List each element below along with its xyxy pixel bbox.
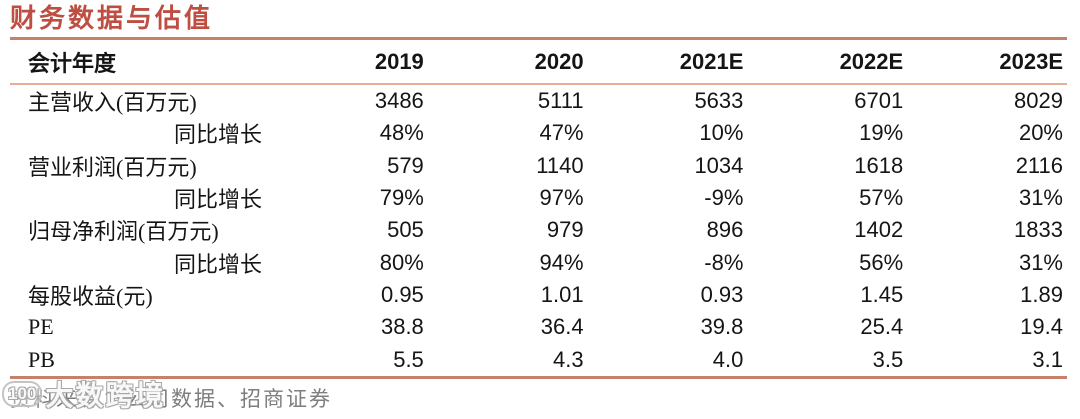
cell-value: 1833 (1014, 217, 1063, 243)
cell-value: 6701 (854, 88, 904, 114)
source-note: 资料来源：公司数据、招商证券 (10, 387, 332, 411)
row-label: 同比增长 (173, 122, 262, 148)
cell-value: 36.4 (540, 314, 584, 340)
row-label: 归母净利润(百万元) (28, 219, 219, 245)
cell-value: 20% (1018, 120, 1063, 146)
cell-value: 3.5 (872, 346, 904, 372)
cell-value: 56% (859, 249, 904, 275)
cell-value: 1402 (854, 217, 904, 243)
cell-value: 31% (1018, 249, 1063, 275)
cell-value: 579 (387, 152, 424, 178)
row-label: 同比增长 (173, 251, 262, 277)
cell-value: 10% (699, 120, 744, 146)
cell-value: 5.5 (393, 346, 424, 372)
cell-value: 38.8 (380, 314, 424, 340)
cell-value: 0.95 (380, 281, 424, 307)
cell-value: 5633 (694, 88, 744, 114)
table-row-net-profit-yoy: 同比增长 80% 94% -8% 56% 31% (10, 246, 1067, 278)
table-row-operating-profit-yoy: 同比增长 79% 97% -9% 57% 31% (10, 182, 1067, 214)
cell-value: 31% (1018, 185, 1063, 211)
header-year: 2020 (534, 48, 584, 74)
cell-value: 3.1 (1032, 346, 1063, 372)
row-label: PB (28, 346, 55, 372)
cell-value: 4.3 (553, 346, 584, 372)
cell-value: 47% (539, 120, 584, 146)
cell-value: 1034 (694, 152, 744, 178)
table-row-net-profit: 归母净利润(百万元) 505 979 896 1402 1833 (10, 214, 1067, 246)
cell-value: -8% (704, 249, 744, 275)
row-label: 每股收益(元) (28, 283, 153, 309)
cell-value: 0.93 (700, 281, 744, 307)
cell-value: 1.45 (860, 281, 904, 307)
cell-value: 97% (539, 185, 584, 211)
row-label: PE (28, 314, 54, 340)
cell-value: 505 (387, 217, 424, 243)
table-header-row: 会计年度 2019 2020 2021E 2022E 2023E (10, 40, 1067, 85)
header-year: 2019 (374, 48, 424, 74)
cell-value: 80% (379, 249, 424, 275)
cell-value: 5111 (537, 88, 584, 114)
cell-value: 19% (859, 120, 904, 146)
table-row-pb: PB 5.5 4.3 4.0 3.5 3.1 (10, 343, 1067, 375)
cell-value: 1.01 (540, 281, 584, 307)
cell-value: 1140 (536, 152, 584, 178)
header-year: 2023E (999, 48, 1063, 74)
row-label: 营业利润(百万元) (28, 154, 197, 180)
table-row-revenue: 主营收入(百万元) 3486 5111 5633 6701 8029 (10, 85, 1067, 117)
cell-value: 94% (539, 249, 584, 275)
row-label: 主营收入(百万元) (28, 90, 197, 116)
cell-value: 19.4 (1020, 314, 1063, 340)
cell-value: 2116 (1015, 152, 1063, 178)
cell-value: -9% (704, 185, 744, 211)
cell-value: 4.0 (712, 346, 744, 372)
cell-value: 39.8 (700, 314, 744, 340)
cell-value: 979 (546, 217, 584, 243)
cell-value: 8029 (1014, 88, 1063, 114)
header-year: 2022E (839, 48, 904, 74)
table-row-eps: 每股收益(元) 0.95 1.01 0.93 1.45 1.89 (10, 279, 1067, 311)
cell-value: 48% (379, 120, 424, 146)
table-row-revenue-yoy: 同比增长 48% 47% 10% 19% 20% (10, 117, 1067, 149)
row-label: 同比增长 (173, 187, 262, 213)
cell-value: 1.89 (1020, 281, 1063, 307)
cell-value: 25.4 (860, 314, 904, 340)
cell-value: 3486 (374, 88, 424, 114)
table-row-pe: PE 38.8 36.4 39.8 25.4 19.4 (10, 311, 1067, 343)
cell-value: 896 (706, 217, 744, 243)
page-title: 财务数据与估值 (10, 4, 214, 33)
header-year: 2021E (679, 48, 744, 74)
header-fiscal-year-label: 会计年度 (28, 50, 117, 76)
cell-value: 1618 (854, 152, 904, 178)
cell-value: 57% (859, 185, 904, 211)
financial-table: 会计年度 2019 2020 2021E 2022E 2023E 主营收入(百万… (10, 37, 1067, 379)
table-row-operating-profit: 营业利润(百万元) 579 1140 1034 1618 2116 (10, 150, 1067, 182)
cell-value: 79% (379, 185, 424, 211)
